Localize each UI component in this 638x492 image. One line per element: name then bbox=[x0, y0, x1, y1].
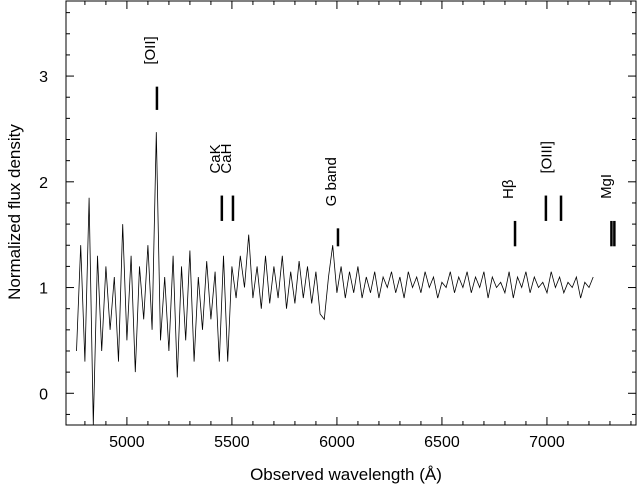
spectrum-line bbox=[76, 132, 594, 426]
line-label: [OII] bbox=[142, 36, 159, 64]
x-tick-label: 7000 bbox=[529, 434, 565, 451]
y-tick-label: 2 bbox=[39, 175, 48, 192]
x-tick-label: 6500 bbox=[424, 434, 460, 451]
line-label: CaH bbox=[218, 144, 235, 174]
y-tick-label: 1 bbox=[39, 281, 48, 298]
line-label: CaK bbox=[207, 144, 224, 173]
x-tick-label: 5500 bbox=[214, 434, 250, 451]
y-tick-label: 3 bbox=[39, 69, 48, 86]
x-axis-label: Observed wavelength (Å) bbox=[250, 465, 442, 484]
plot-frame bbox=[65, 0, 637, 426]
line-label: G band bbox=[323, 157, 340, 206]
line-label: MgI bbox=[598, 174, 615, 199]
x-tick-label: 5000 bbox=[109, 434, 145, 451]
line-label: [OIII] bbox=[538, 141, 555, 174]
y-axis-label: Normalized flux density bbox=[5, 124, 24, 300]
y-tick-label: 0 bbox=[39, 386, 48, 403]
line-label: Hβ bbox=[500, 179, 517, 199]
x-tick-label: 6000 bbox=[319, 434, 355, 451]
